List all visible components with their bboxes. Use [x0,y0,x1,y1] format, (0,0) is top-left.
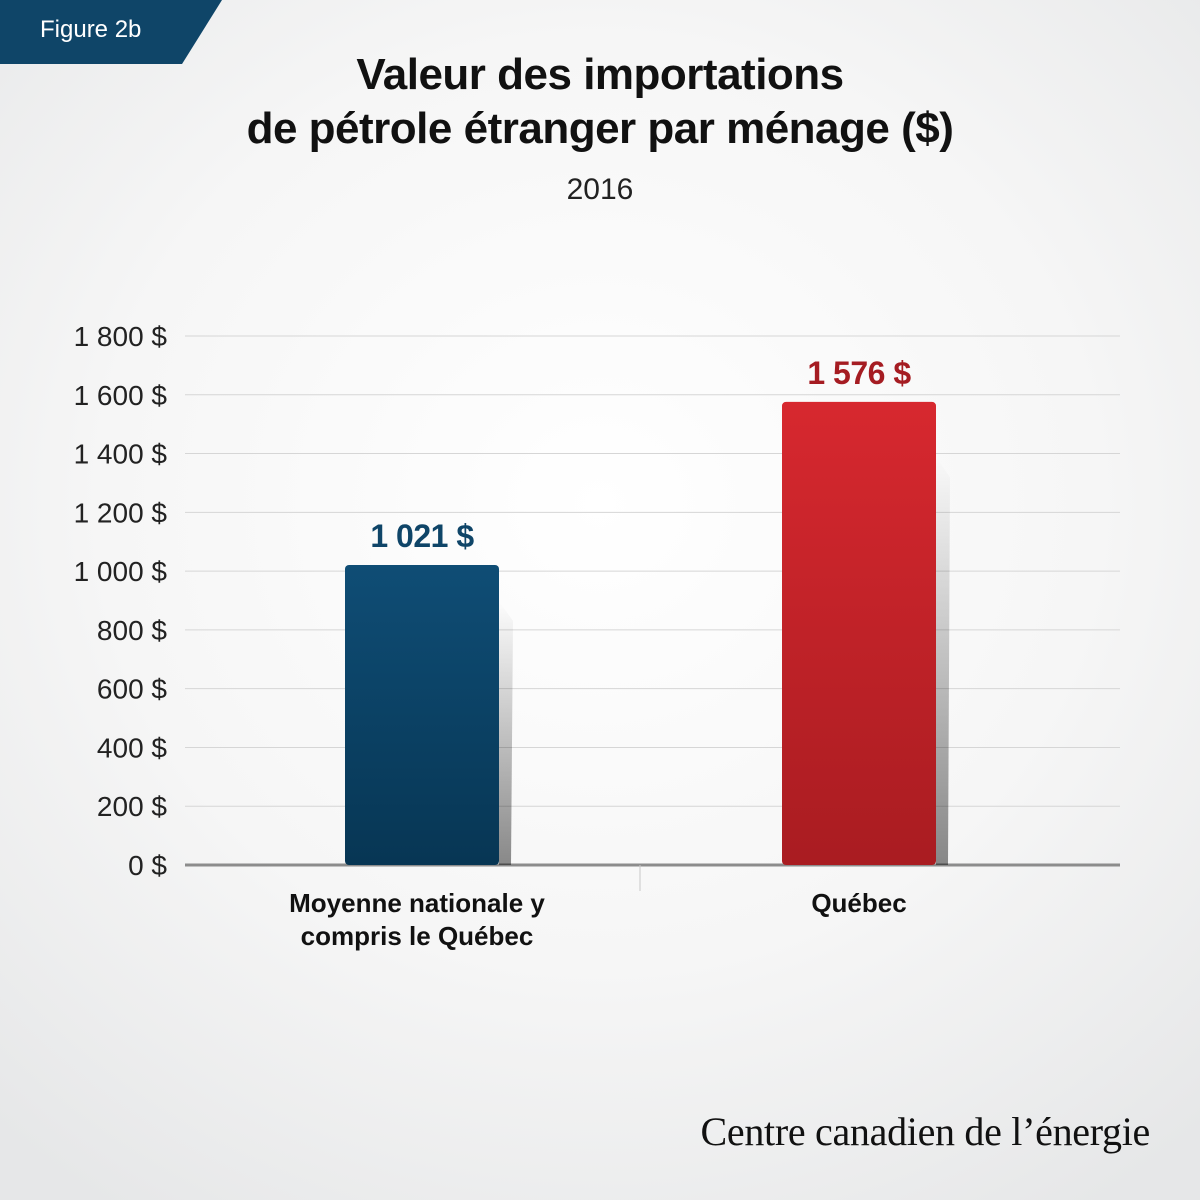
figure-label-tab: Figure 2b [0,0,222,64]
y-tick-label: 800 $ [97,615,167,646]
figure-label: Figure 2b [40,16,142,43]
bar-value-label: 1 021 $ [370,518,474,554]
bar-shadow [936,457,950,865]
bar-value-label: 1 576 $ [807,355,911,391]
bar-quebec [782,401,936,865]
bar-shadow [499,600,513,865]
y-tick-label: 600 $ [97,674,167,705]
x-category-label: Québec [811,888,906,918]
x-category-label: compris le Québec [301,921,534,951]
y-tick-label: 1 200 $ [74,497,168,528]
chart-title: Valeur des importations de pétrole étran… [0,48,1200,156]
y-tick-label: 1 600 $ [74,380,168,411]
chart-title-line-2: de pétrole étranger par ménage ($) [246,104,954,153]
bar-moyenne-nationale [345,564,499,865]
chart-title-line-1: Valeur des importations [356,50,844,99]
y-tick-label: 1 800 $ [74,321,168,352]
brand-logo: Centre canadien de l’énergie [700,1109,1150,1154]
y-tick-label: 0 $ [128,850,167,881]
y-tick-label: 200 $ [97,791,167,822]
y-tick-label: 1 400 $ [74,439,168,470]
y-tick-label: 400 $ [97,732,167,763]
y-tick-label: 1 000 $ [74,556,168,587]
x-category-label: Moyenne nationale y [289,888,545,918]
chart-subtitle: 2016 [566,173,634,206]
